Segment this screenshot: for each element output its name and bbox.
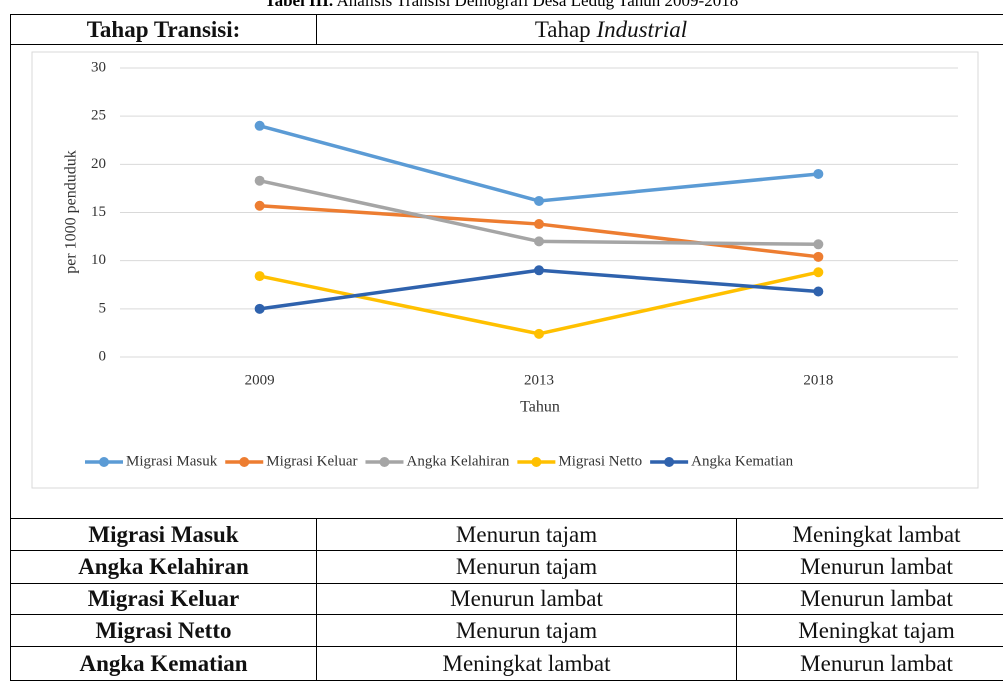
table-cell: Menurun lambat bbox=[316, 583, 737, 615]
series-marker bbox=[534, 219, 544, 230]
caption-label: Tabel III. bbox=[264, 0, 334, 10]
x-axis-label: Tahun bbox=[520, 399, 560, 416]
table-cell: Meningkat tajam bbox=[736, 614, 1003, 647]
table-cell: Angka Kematian bbox=[10, 646, 317, 681]
series-marker bbox=[254, 175, 265, 186]
series-marker bbox=[534, 265, 544, 276]
table-cell: Menurun tajam bbox=[316, 614, 737, 647]
table-cell: Menurun lambat bbox=[736, 646, 1003, 681]
table-cell: Menurun lambat bbox=[736, 583, 1003, 615]
legend-label: Migrasi Masuk bbox=[126, 453, 218, 469]
y-tick-label: 0 bbox=[99, 348, 107, 364]
series-marker bbox=[534, 236, 544, 247]
legend-marker bbox=[99, 457, 109, 467]
y-tick-label: 15 bbox=[91, 204, 106, 220]
header-left: Tahap Transisi: bbox=[10, 14, 317, 45]
legend-marker bbox=[379, 457, 390, 467]
series-marker bbox=[534, 195, 544, 206]
series-marker bbox=[813, 251, 824, 262]
table-cell: Menurun tajam bbox=[316, 550, 737, 584]
series-marker bbox=[254, 303, 265, 314]
table-cell: Meningkat lambat bbox=[736, 518, 1003, 551]
caption-text: Analisis Transisi Demografi Desa Ledug T… bbox=[336, 0, 739, 10]
x-tick-label: 2013 bbox=[524, 372, 554, 388]
table-cell: Angka Kelahiran bbox=[10, 550, 317, 584]
series-line bbox=[259, 124, 819, 203]
legend-label: Angka Kelahiran bbox=[406, 453, 509, 469]
series-marker bbox=[254, 120, 265, 131]
series-marker bbox=[534, 328, 544, 339]
y-tick-label: 20 bbox=[91, 156, 106, 172]
chart-frame bbox=[31, 51, 979, 489]
y-tick-label: 30 bbox=[91, 59, 106, 75]
table-cell: Migrasi Netto bbox=[10, 614, 317, 647]
series-line bbox=[259, 270, 819, 336]
legend-label: Migrasi Keluar bbox=[266, 453, 357, 469]
series-line bbox=[259, 204, 819, 259]
caption: Tabel III. Analisis Transisi Demografi D… bbox=[0, 0, 1003, 11]
series-marker bbox=[813, 168, 824, 179]
table-cell: Menurun lambat bbox=[736, 550, 1003, 584]
x-tick-label: 2009 bbox=[245, 372, 275, 388]
series-marker bbox=[254, 200, 265, 211]
table-cell: Meningkat lambat bbox=[316, 646, 737, 681]
legend-label: Migrasi Netto bbox=[558, 453, 642, 469]
header-italic: Industrial bbox=[596, 16, 688, 42]
series-marker bbox=[813, 267, 824, 278]
legend-marker bbox=[531, 457, 542, 467]
series-marker bbox=[813, 239, 824, 250]
legend-marker bbox=[664, 457, 675, 467]
series-marker bbox=[813, 286, 824, 297]
legend-label: Angka Kematian bbox=[691, 453, 794, 469]
legend-marker bbox=[239, 457, 250, 467]
table-cell: Migrasi Keluar bbox=[10, 583, 317, 615]
header-text: Tahap bbox=[534, 16, 591, 42]
x-tick-label: 2018 bbox=[803, 372, 833, 388]
y-axis-label: per 1000 penduduk bbox=[63, 150, 80, 274]
table-cell: Migrasi Masuk bbox=[10, 518, 317, 551]
y-tick-label: 10 bbox=[91, 252, 106, 268]
y-tick-label: 25 bbox=[91, 108, 106, 124]
series-marker bbox=[254, 271, 265, 282]
y-tick-label: 5 bbox=[99, 300, 107, 316]
chart: Tahun per 1000 penduduk 0 5 10 15 20 25 30 2009… bbox=[31, 51, 979, 489]
table-cell: Menurun tajam bbox=[316, 518, 737, 551]
